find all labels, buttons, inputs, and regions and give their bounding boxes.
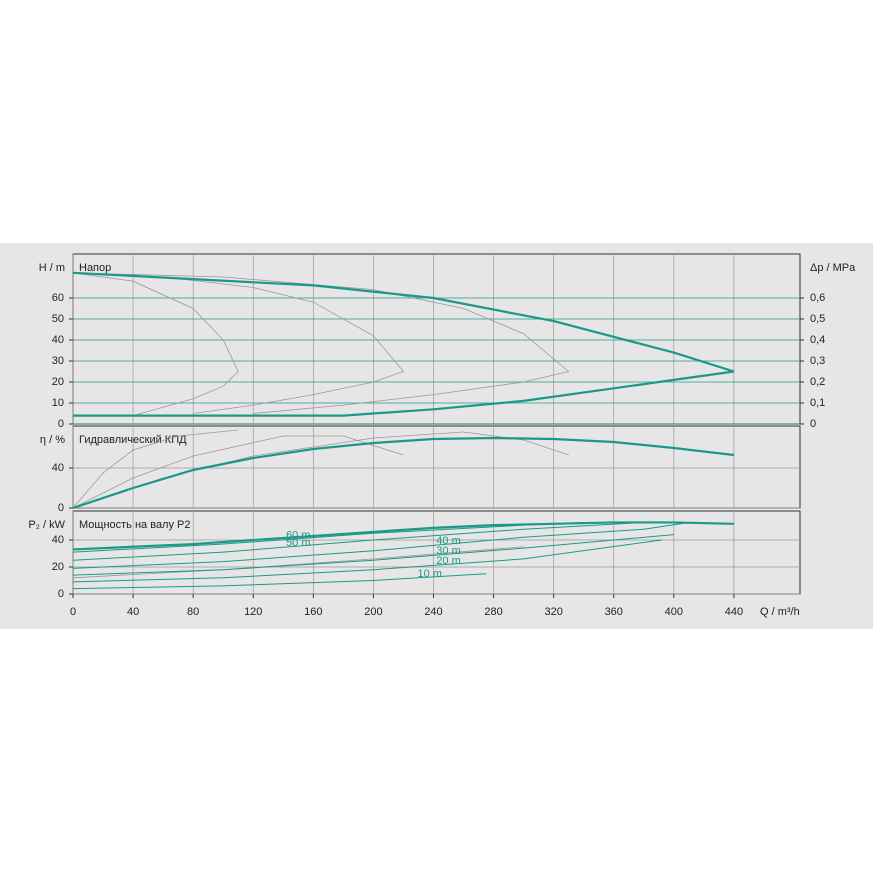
y-tick-label: 0 bbox=[58, 502, 64, 514]
x-tick-label: 40 bbox=[127, 606, 139, 618]
x-tick-label: 0 bbox=[70, 606, 76, 618]
x-tick-label: 240 bbox=[424, 606, 442, 618]
line bbox=[72, 521, 734, 551]
y-tick-label: 10 bbox=[52, 397, 64, 409]
line bbox=[72, 573, 487, 590]
curve-label: 40 m bbox=[436, 535, 460, 547]
panel-title: Мощность на валу P2 bbox=[79, 519, 191, 531]
y2-tick-label: 0,6 bbox=[810, 292, 825, 304]
line bbox=[72, 435, 404, 509]
panel-title: Напор bbox=[79, 262, 111, 274]
curve-label: 50 m bbox=[286, 537, 310, 549]
line bbox=[72, 521, 644, 561]
line bbox=[72, 521, 689, 569]
y2-tick-label: 0,3 bbox=[810, 355, 825, 367]
y-tick-label: 50 bbox=[52, 313, 64, 325]
line bbox=[72, 546, 524, 579]
line bbox=[72, 272, 239, 416]
y2-tick-label: 0,5 bbox=[810, 313, 825, 325]
y-tick-label: 60 bbox=[52, 292, 64, 304]
y-axis-label: H / m bbox=[39, 262, 65, 274]
x-tick-label: 80 bbox=[187, 606, 199, 618]
line bbox=[72, 272, 570, 414]
x-tick-label: 200 bbox=[364, 606, 382, 618]
curve-label: 60 m bbox=[286, 530, 310, 542]
y2-tick-label: 0,4 bbox=[810, 334, 825, 346]
y-tick-label: 20 bbox=[52, 376, 64, 388]
line bbox=[72, 271, 735, 373]
x-tick-label: 400 bbox=[665, 606, 683, 618]
x-tick-label: 360 bbox=[605, 606, 623, 618]
x-tick-label: 440 bbox=[725, 606, 743, 618]
line bbox=[73, 370, 735, 417]
y-axis-label: P₂ / kW bbox=[28, 519, 65, 531]
x-tick-label: 120 bbox=[244, 606, 262, 618]
y-tick-label: 30 bbox=[52, 355, 64, 367]
curve-label: 10 m bbox=[418, 568, 442, 580]
y2-axis-label: Δp / MPa bbox=[810, 262, 856, 274]
plot-area bbox=[72, 253, 801, 425]
x-axis-label: Q / m³/h bbox=[760, 606, 800, 618]
y-tick-label: 40 bbox=[52, 334, 64, 346]
y-tick-label: 40 bbox=[52, 534, 64, 546]
line bbox=[72, 436, 735, 510]
x-tick-label: 160 bbox=[304, 606, 322, 618]
curve-label: 30 m bbox=[436, 545, 460, 557]
line bbox=[72, 539, 662, 583]
y2-tick-label: 0 bbox=[810, 418, 816, 430]
y-axis-label: η / % bbox=[40, 434, 65, 446]
line bbox=[72, 272, 405, 414]
y-tick-label: 0 bbox=[58, 418, 64, 430]
x-tick-label: 320 bbox=[544, 606, 562, 618]
y2-tick-label: 0,2 bbox=[810, 376, 825, 388]
y-tick-label: 40 bbox=[52, 462, 64, 474]
plot-area bbox=[72, 510, 801, 595]
y-tick-label: 20 bbox=[52, 561, 64, 573]
line bbox=[72, 429, 239, 509]
panel-title: Гидравлический КПД bbox=[79, 434, 187, 446]
y-tick-label: 0 bbox=[58, 588, 64, 600]
x-tick-label: 280 bbox=[484, 606, 502, 618]
line bbox=[72, 534, 674, 576]
curve-label: 20 m bbox=[436, 555, 460, 567]
y2-tick-label: 0,1 bbox=[810, 397, 825, 409]
